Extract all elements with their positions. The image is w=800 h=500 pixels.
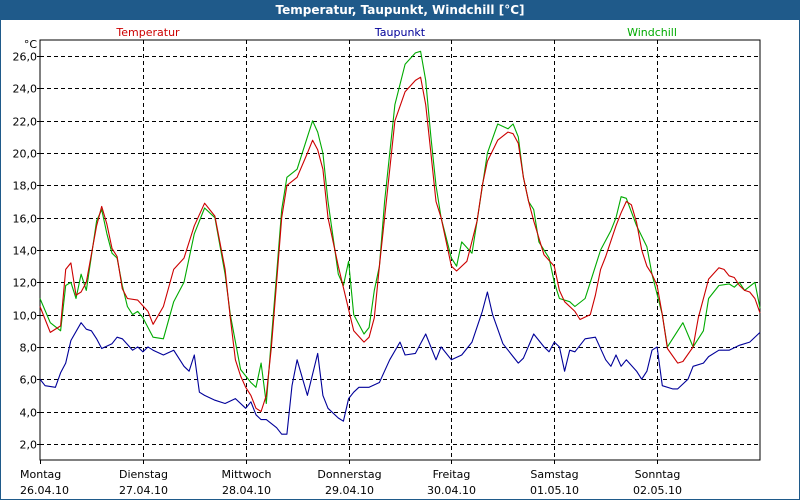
- x-tick-weekday: Freitag: [433, 468, 471, 481]
- series-line-temperatur: [39, 76, 761, 413]
- chart-title: Temperatur, Taupunkt, Windchill [°C]: [1, 1, 799, 20]
- x-tick-date: 26.04.10: [20, 484, 69, 497]
- x-tick-weekday: Montag: [20, 468, 61, 481]
- x-tick-weekday: Samstag: [530, 468, 578, 481]
- series-line-taupunkt: [39, 291, 761, 435]
- y-tick-label: 6,0: [20, 374, 38, 387]
- x-tick-date: 28.04.10: [222, 484, 271, 497]
- y-tick-label: 10,0: [13, 310, 38, 323]
- legend-windchill: Windchill: [627, 26, 677, 39]
- x-tick-date: 30.04.10: [427, 484, 476, 497]
- y-tick-label: 24,0: [13, 83, 38, 96]
- y-axis-label: °C: [24, 38, 38, 51]
- x-tick-date: 29.04.10: [325, 484, 374, 497]
- x-tick-weekday: Mittwoch: [222, 468, 272, 481]
- y-tick-label: 18,0: [13, 180, 38, 193]
- y-tick-label: 16,0: [13, 213, 38, 226]
- y-tick-label: 26,0: [13, 51, 38, 64]
- x-tick-date: 02.05.10: [633, 484, 682, 497]
- y-tick-label: 14,0: [13, 245, 38, 258]
- y-tick-label: 2,0: [20, 439, 38, 452]
- y-tick-label: 20,0: [13, 148, 38, 161]
- y-tick-label: 4,0: [20, 407, 38, 420]
- x-tick-weekday: Sonntag: [635, 468, 681, 481]
- x-tick-date: 01.05.10: [530, 484, 579, 497]
- y-tick-label: 12,0: [13, 277, 38, 290]
- x-tick-date: 27.04.10: [119, 484, 168, 497]
- x-tick-weekday: Dienstag: [119, 468, 168, 481]
- x-tick-weekday: Donnerstag: [317, 468, 381, 481]
- y-tick-label: 22,0: [13, 116, 38, 129]
- legend-temperatur: Temperatur: [115, 26, 180, 39]
- legend-taupunkt: Taupunkt: [374, 26, 426, 39]
- y-tick-label: 8,0: [20, 342, 38, 355]
